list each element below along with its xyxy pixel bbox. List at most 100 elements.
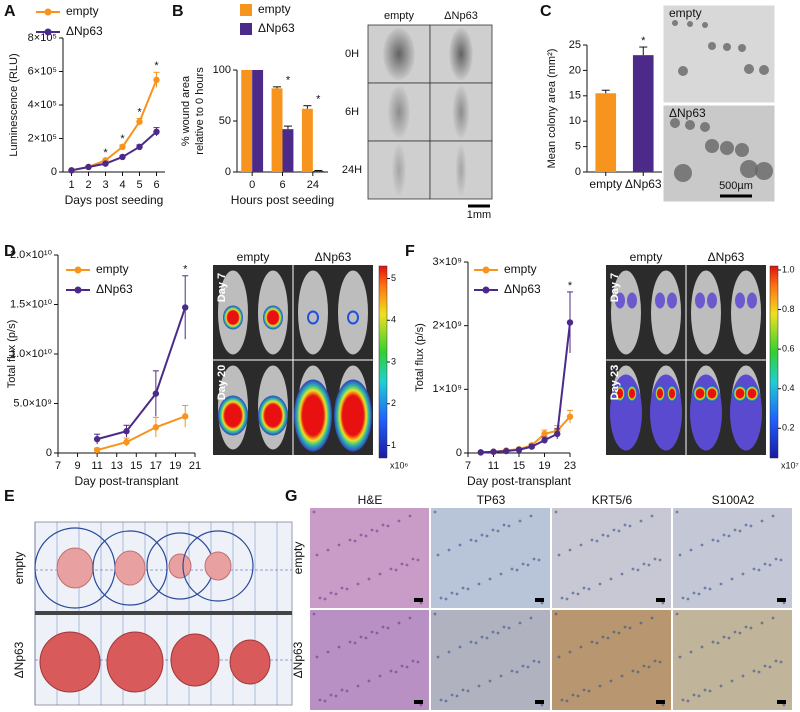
cell bbox=[771, 514, 775, 518]
signal bbox=[693, 385, 707, 402]
cell bbox=[370, 528, 374, 532]
cell bbox=[760, 519, 764, 523]
cell bbox=[416, 558, 420, 562]
colony bbox=[720, 141, 734, 155]
cell bbox=[326, 650, 330, 654]
x-tick-label: ΔNp63 bbox=[625, 177, 662, 191]
cell bbox=[405, 665, 409, 669]
x-axis-label: Day post-transplant bbox=[467, 474, 572, 488]
cell bbox=[491, 528, 495, 532]
legend-marker bbox=[482, 266, 490, 274]
cell bbox=[436, 655, 440, 659]
cell bbox=[582, 586, 586, 590]
cell bbox=[703, 688, 707, 692]
cell bbox=[400, 562, 404, 566]
series-line bbox=[96, 415, 186, 451]
cell bbox=[697, 592, 701, 596]
cell bbox=[386, 626, 390, 630]
signal bbox=[347, 310, 359, 325]
cell bbox=[348, 640, 352, 644]
cell bbox=[334, 694, 338, 698]
y-tick-label: 5.0×10⁹ bbox=[13, 397, 52, 409]
colony bbox=[672, 20, 678, 26]
colony bbox=[708, 42, 716, 50]
cell bbox=[768, 665, 772, 669]
cell bbox=[312, 510, 316, 514]
x-tick-label: 13 bbox=[111, 460, 123, 472]
column-label: ΔNp63 bbox=[315, 250, 352, 264]
row-label: 24H bbox=[342, 164, 362, 176]
bar bbox=[312, 170, 324, 172]
cell bbox=[719, 582, 723, 586]
x-tick-label: 0 bbox=[249, 179, 255, 191]
wound-gap bbox=[449, 28, 473, 80]
colony-image bbox=[662, 4, 776, 104]
cell bbox=[337, 543, 341, 547]
cell bbox=[466, 689, 470, 693]
panel-label: F bbox=[405, 243, 415, 260]
colony bbox=[678, 66, 688, 76]
data-point bbox=[554, 430, 561, 438]
data-point bbox=[477, 449, 484, 456]
colorbar bbox=[769, 265, 779, 459]
legend-label: empty bbox=[96, 262, 129, 276]
cell bbox=[565, 597, 569, 601]
cell bbox=[340, 586, 344, 590]
bar bbox=[282, 129, 294, 172]
cell bbox=[394, 568, 398, 572]
cell bbox=[571, 693, 575, 697]
column-label: empty bbox=[630, 250, 663, 264]
wound-gap bbox=[383, 28, 415, 80]
cell bbox=[733, 630, 737, 634]
panel-label: D bbox=[4, 243, 16, 260]
cell bbox=[760, 621, 764, 625]
colony bbox=[735, 143, 749, 157]
cell bbox=[609, 577, 613, 581]
colorbar-tick-label: 4 bbox=[391, 315, 396, 325]
data-point bbox=[566, 319, 574, 326]
x-tick-label: 1 bbox=[68, 179, 74, 191]
cell bbox=[708, 689, 712, 693]
y-tick-label: 5 bbox=[575, 141, 581, 153]
y-tick-label: 0 bbox=[46, 447, 52, 459]
x-tick-label: 17 bbox=[150, 460, 162, 472]
y-tick-label: 2×10⁹ bbox=[433, 320, 463, 332]
cell bbox=[733, 528, 737, 532]
cell bbox=[488, 679, 492, 683]
cell bbox=[708, 587, 712, 591]
cell bbox=[711, 538, 715, 542]
cell bbox=[692, 591, 696, 595]
column-label: empty bbox=[384, 10, 414, 22]
cell bbox=[779, 558, 783, 562]
cell bbox=[337, 645, 341, 649]
colony bbox=[744, 64, 754, 74]
cell bbox=[774, 659, 778, 663]
scale-bar bbox=[777, 700, 786, 704]
y-tick-label: 4×10⁵ bbox=[28, 99, 57, 111]
cell bbox=[405, 563, 409, 567]
wound-gap bbox=[388, 86, 410, 138]
y-tick-label: 15 bbox=[569, 90, 581, 102]
mouse bbox=[651, 270, 681, 355]
cell bbox=[348, 538, 352, 542]
cell bbox=[609, 679, 613, 683]
significance-label: * bbox=[641, 35, 646, 47]
cell bbox=[749, 524, 753, 528]
cell bbox=[502, 523, 506, 527]
cell bbox=[623, 625, 627, 629]
cell bbox=[364, 636, 368, 640]
cell bbox=[312, 612, 316, 616]
histology-image bbox=[552, 508, 671, 608]
tumor bbox=[114, 550, 146, 586]
colorbar bbox=[378, 265, 388, 459]
cell bbox=[540, 703, 544, 707]
cell bbox=[568, 650, 572, 654]
significance-label: * bbox=[137, 106, 142, 118]
y-tick-label: 1.5×10¹⁰ bbox=[10, 298, 53, 310]
colorbar-tick-label: 0.6 bbox=[782, 344, 795, 354]
legend-marker bbox=[240, 23, 252, 35]
colony bbox=[670, 118, 680, 128]
cell bbox=[730, 577, 734, 581]
signal bbox=[667, 385, 677, 402]
row-label: 6H bbox=[345, 106, 359, 118]
